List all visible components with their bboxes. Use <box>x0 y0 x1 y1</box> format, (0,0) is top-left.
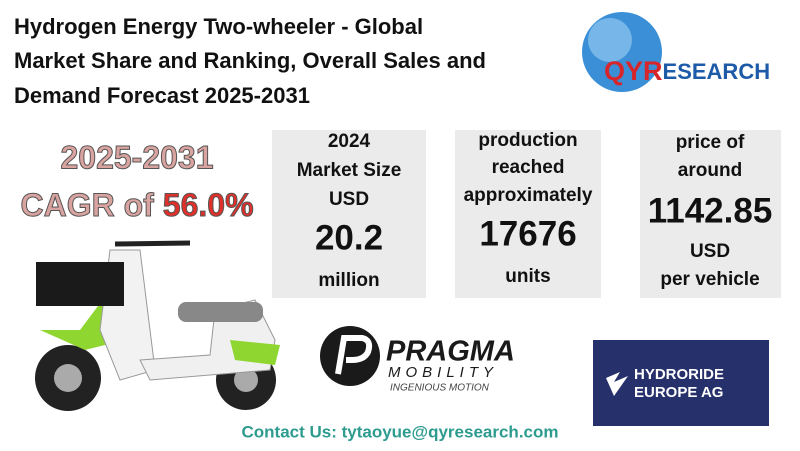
logo-text: QYRESEARCH <box>604 56 770 86</box>
hub <box>54 364 82 392</box>
stat-line: USD <box>329 189 369 210</box>
title-line: Market Share and Ranking, Overall Sales … <box>14 48 486 73</box>
stat-line: approximately <box>464 185 593 206</box>
cagr-text: CAGR of 56.0% <box>20 187 253 223</box>
hydroride-line: EUROPE AG <box>634 384 723 401</box>
stat-value: 17676 <box>479 214 576 253</box>
hydroride-line: HYDRORIDE <box>634 366 724 383</box>
pragma-p <box>335 335 373 375</box>
stat-unit: million <box>318 270 379 291</box>
stat-value: 1142.85 <box>648 191 773 230</box>
logo-rest: ESEARCH <box>663 59 771 84</box>
stat-box <box>640 130 781 298</box>
globe-shine <box>588 18 632 62</box>
stat-line: 2024 <box>328 131 371 152</box>
hydroride-icon <box>606 372 628 396</box>
pragma-tagline: INGENIOUS MOTION <box>390 383 490 394</box>
scooter-image <box>35 240 280 411</box>
stat-line: production <box>478 130 577 151</box>
hydroride-logo: HYDRORIDE EUROPE AG <box>593 340 769 426</box>
qyr-logo: QYRESEARCH <box>582 12 770 92</box>
stat-line: Market Size <box>297 160 402 181</box>
logo-initials: QYR <box>604 56 663 86</box>
stat-box <box>455 130 601 298</box>
handlebar <box>114 240 191 247</box>
contact: Contact Us: tytaoyue@qyresearch.com <box>241 422 558 441</box>
seat <box>178 302 263 322</box>
stat-line: price of <box>676 132 745 153</box>
stat-value: 20.2 <box>315 218 383 257</box>
cagr-period: 2025-2031 <box>60 139 213 175</box>
stat-unit: units <box>505 266 550 287</box>
stat-unit: USD <box>690 241 730 262</box>
hub <box>234 368 258 392</box>
title-line: Demand Forecast 2025-2031 <box>14 83 310 108</box>
cagr-label: CAGR of <box>20 187 154 223</box>
stat-box <box>272 130 426 298</box>
pragma-name: PRAGMA <box>386 336 515 368</box>
stat-unit: per vehicle <box>660 269 759 290</box>
stats: 2024 Market Size USD 20.2 million production r… <box>297 130 773 291</box>
cagr-value: 56.0% <box>163 187 254 223</box>
pragma-logo: PRAGMA MOBILITY INGENIOUS MOTION <box>320 326 515 394</box>
stat-line: around <box>678 160 742 181</box>
pragma-sub: MOBILITY <box>388 364 498 381</box>
stat-line: reached <box>492 157 565 178</box>
basket <box>36 262 124 306</box>
rear-fender <box>230 340 280 365</box>
title-line: Hydrogen Energy Two-wheeler - Global <box>14 14 423 39</box>
